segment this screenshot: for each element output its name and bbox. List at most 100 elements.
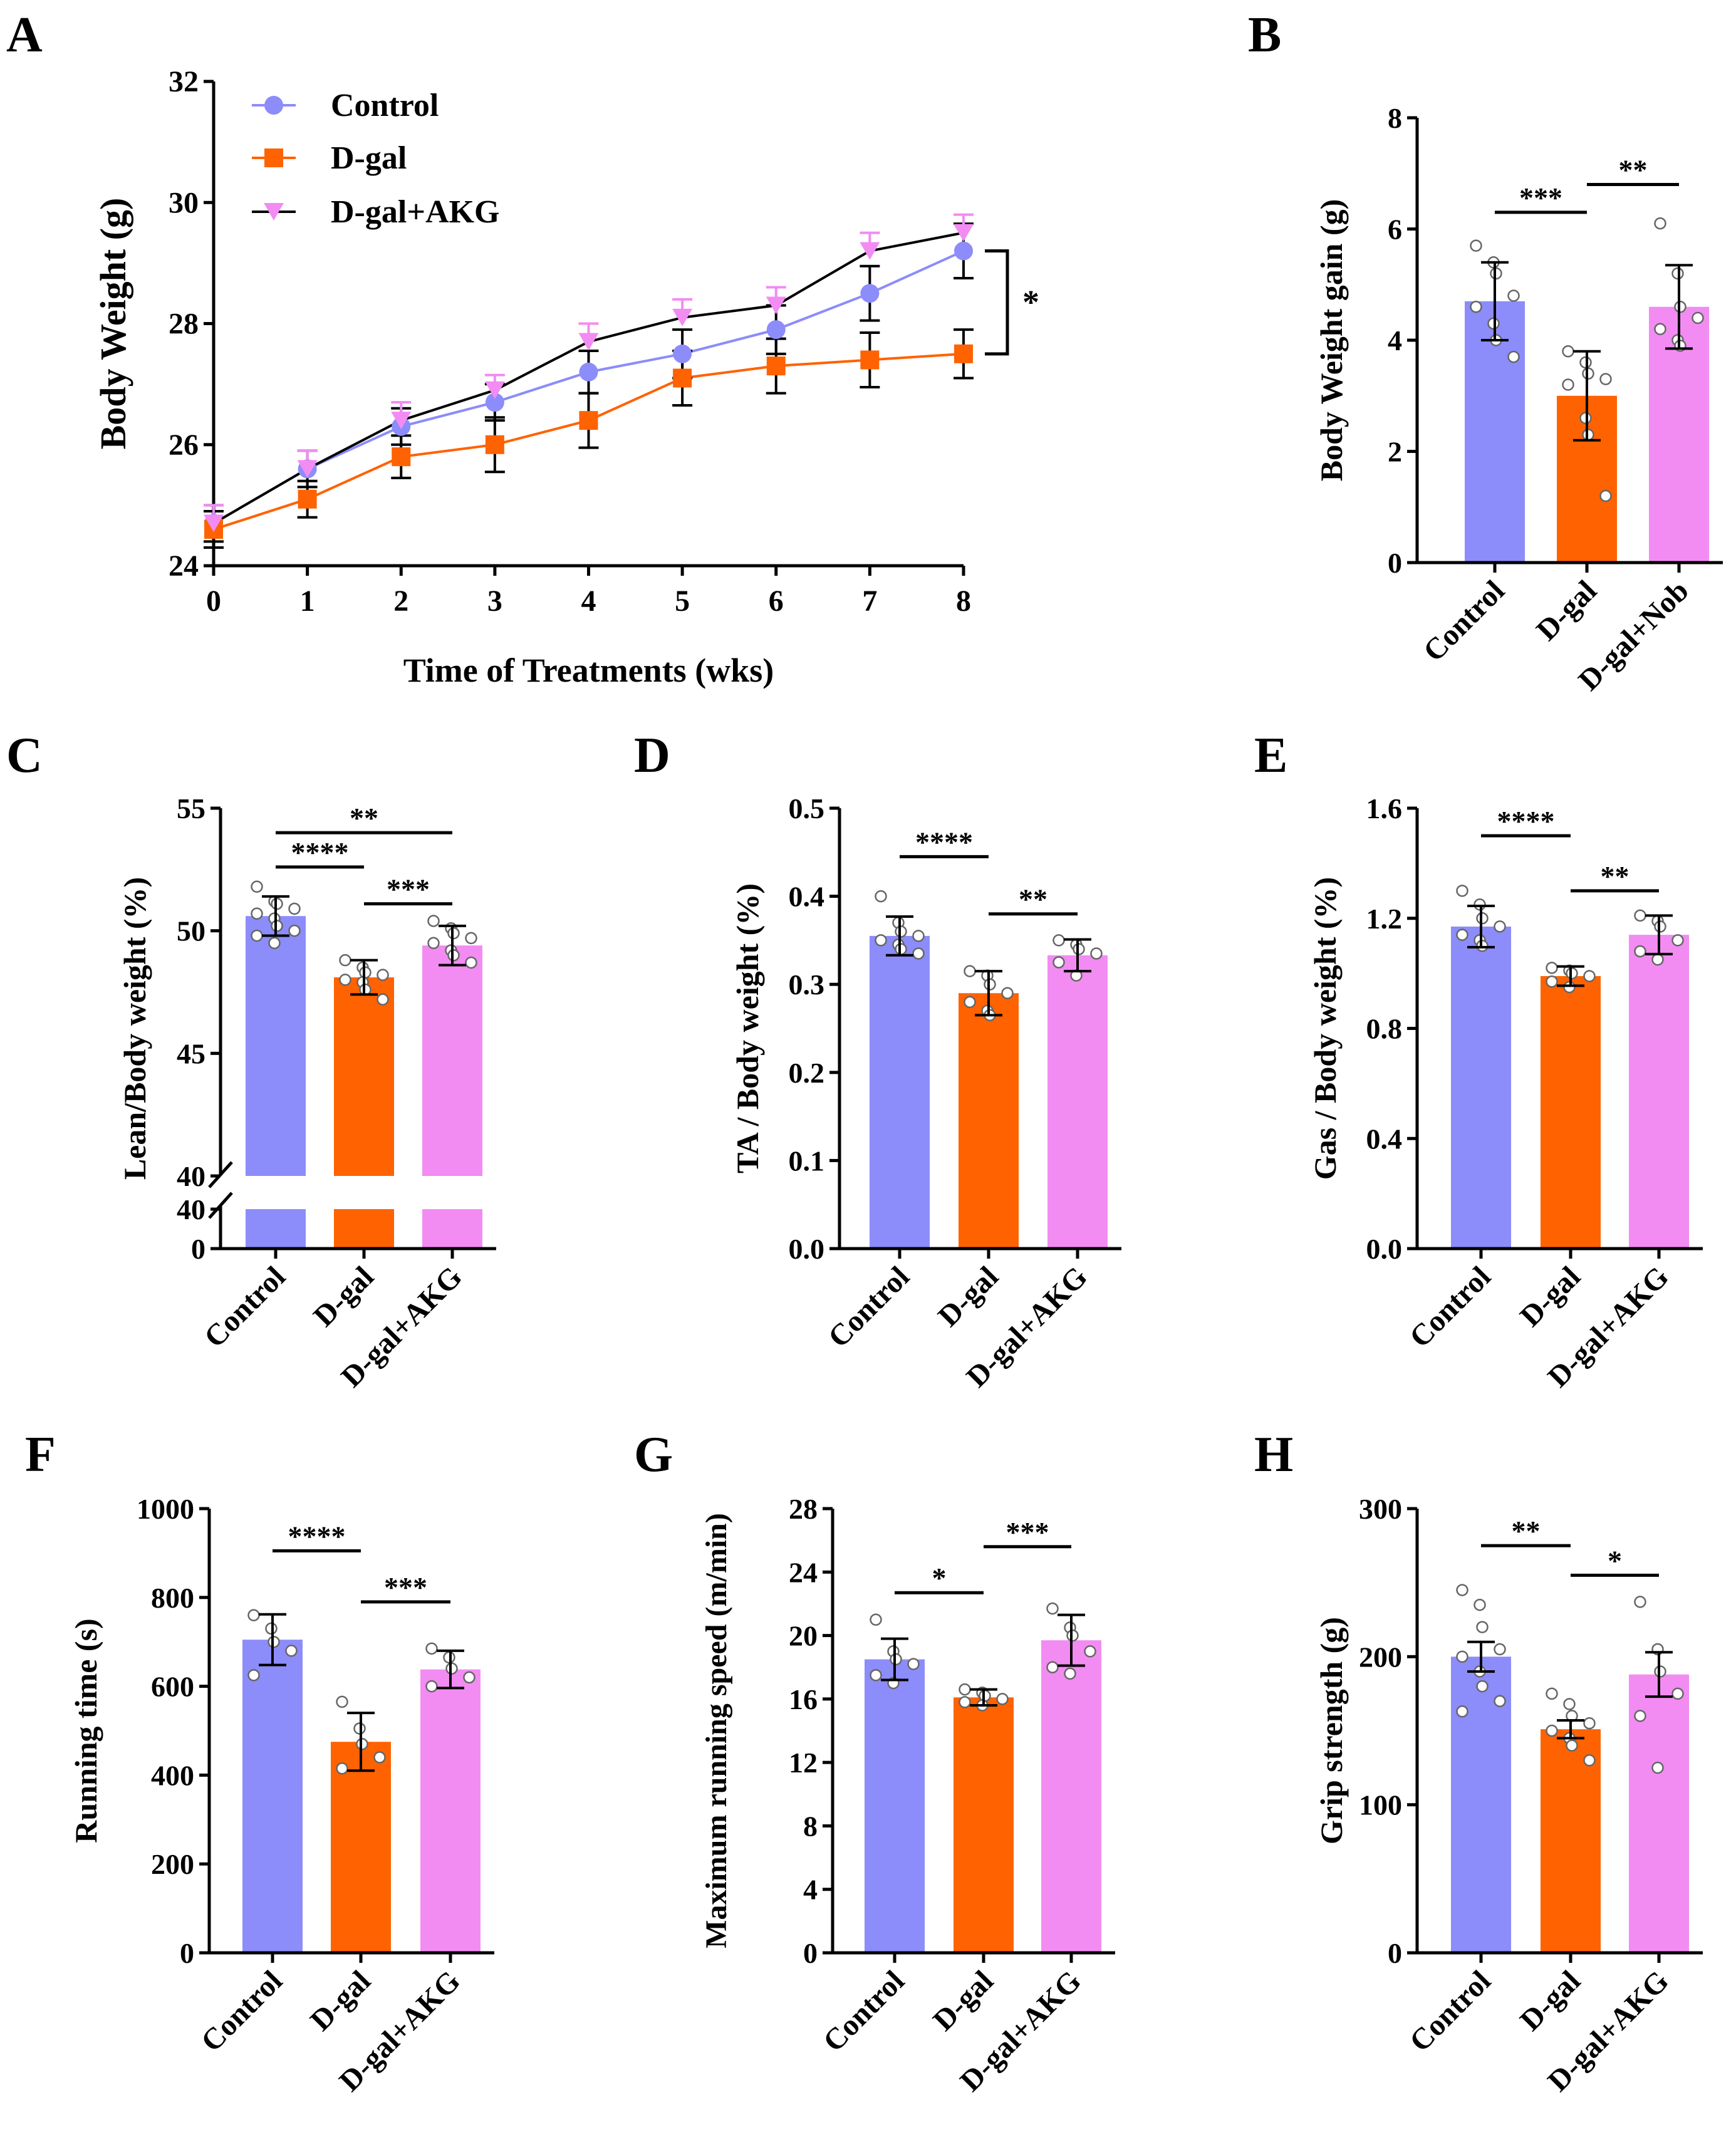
data-point	[1671, 1687, 1684, 1700]
y-tick-label: 600	[151, 1671, 194, 1703]
y-tick-label: 0.3	[789, 969, 825, 1001]
bar-d-gal-akg	[420, 1669, 481, 1953]
data-point	[373, 1751, 386, 1764]
data-point	[1476, 1621, 1489, 1633]
data-point	[1546, 1724, 1558, 1737]
y-tick-label: 0.4	[789, 881, 825, 913]
y-tick-label: 0.4	[1366, 1123, 1403, 1155]
data-point	[1634, 945, 1646, 958]
data-point	[1562, 378, 1574, 391]
significance-label: ****	[288, 1520, 346, 1552]
data-point	[251, 907, 263, 920]
data-point	[425, 1642, 438, 1655]
significance-label: **	[1601, 860, 1629, 892]
panel-letter-g: G	[634, 1427, 673, 1482]
y-tick-label: 8	[803, 1810, 818, 1842]
y-tick-label: 1.6	[1366, 793, 1403, 824]
marker-circle	[673, 344, 692, 363]
significance-label: *	[932, 1562, 947, 1594]
data-point	[1046, 1661, 1059, 1673]
y-tick-label: 0.1	[789, 1145, 825, 1177]
significance-label: ****	[1497, 805, 1555, 837]
y-tick-label: 0.5	[789, 793, 825, 824]
data-point	[1634, 1710, 1646, 1722]
data-point	[1654, 323, 1666, 335]
marker-triangle-down	[264, 203, 284, 221]
y-tick-label: 12	[789, 1747, 818, 1779]
data-point	[339, 974, 351, 986]
data-point	[1546, 962, 1558, 974]
data-point	[1494, 1643, 1506, 1656]
marker-triangle-down	[860, 242, 880, 260]
marker-square	[298, 489, 317, 509]
y-tick-label: 400	[151, 1759, 194, 1791]
data-point	[465, 956, 477, 969]
data-point	[425, 1680, 438, 1693]
bar-control	[865, 1659, 925, 1953]
marker-square	[485, 435, 504, 454]
y-tick-label: 0	[191, 1233, 205, 1265]
axis-break-mark	[208, 1192, 233, 1219]
y-tick-label: 0	[1388, 1937, 1402, 1969]
marker-circle	[579, 362, 598, 382]
y-tick-label: 1.2	[1366, 903, 1403, 935]
y-tick-label: 40	[177, 1193, 205, 1225]
x-tick-label: 8	[956, 585, 971, 618]
y-tick-label: 24	[169, 549, 199, 583]
data-point	[1456, 1584, 1468, 1596]
data-point	[1651, 953, 1664, 966]
data-point	[285, 1645, 298, 1657]
significance-label: ***	[384, 1571, 427, 1603]
y-tick-label: 200	[1359, 1641, 1402, 1673]
data-point	[1599, 373, 1612, 385]
data-point	[870, 1613, 882, 1626]
significance-label: ****	[915, 826, 973, 858]
y-tick-label: 32	[169, 65, 199, 98]
data-point	[1456, 928, 1468, 941]
marker-square	[954, 344, 973, 363]
bar-d-gal	[959, 993, 1019, 1249]
bar-d-gal	[1541, 976, 1601, 1249]
data-point	[875, 890, 887, 903]
data-point	[1090, 947, 1103, 960]
bar-lower-segment	[334, 1209, 394, 1249]
y-tick-label: 800	[151, 1582, 194, 1614]
bar-control	[242, 1640, 303, 1953]
y-axis-label: TA / Body weight (%)	[730, 883, 765, 1173]
significance-label: ***	[387, 873, 430, 905]
y-axis-label: Running time (s)	[68, 1618, 103, 1843]
data-point	[1692, 311, 1704, 325]
significance-bracket	[985, 249, 1009, 356]
bar-control	[1451, 926, 1511, 1249]
y-tick-label: 0.0	[1366, 1233, 1403, 1265]
y-tick-label: 0.8	[1366, 1013, 1403, 1045]
marker-triangle-down	[484, 381, 505, 399]
bar-d-gal-akg	[1629, 935, 1689, 1249]
data-point	[247, 1609, 260, 1621]
data-point	[870, 1669, 882, 1682]
data-point	[875, 934, 887, 947]
y-tick-label: 8	[1388, 102, 1402, 134]
marker-square	[392, 447, 411, 467]
marker-triangle-down	[766, 296, 786, 315]
y-tick-label: 4	[1388, 325, 1402, 356]
data-point	[1562, 345, 1574, 358]
data-point	[339, 954, 351, 967]
marker-square	[673, 368, 692, 388]
y-axis-label: Lean/Body weight (%)	[117, 877, 152, 1180]
data-point	[959, 1696, 971, 1708]
panel-letter-e: E	[1254, 728, 1287, 783]
data-point	[336, 1762, 348, 1775]
data-point	[1507, 289, 1520, 302]
bar-d-gal-akg	[422, 945, 482, 1176]
x-tick-label: 3	[487, 585, 502, 618]
marker-square	[579, 411, 598, 430]
data-point	[1583, 1754, 1596, 1767]
marker-triangle-down	[954, 224, 974, 242]
data-point	[1046, 1602, 1059, 1615]
data-point	[377, 993, 389, 1006]
data-point	[463, 1671, 476, 1684]
marker-circle	[485, 393, 504, 412]
data-point	[964, 965, 976, 977]
data-point	[247, 1669, 260, 1682]
